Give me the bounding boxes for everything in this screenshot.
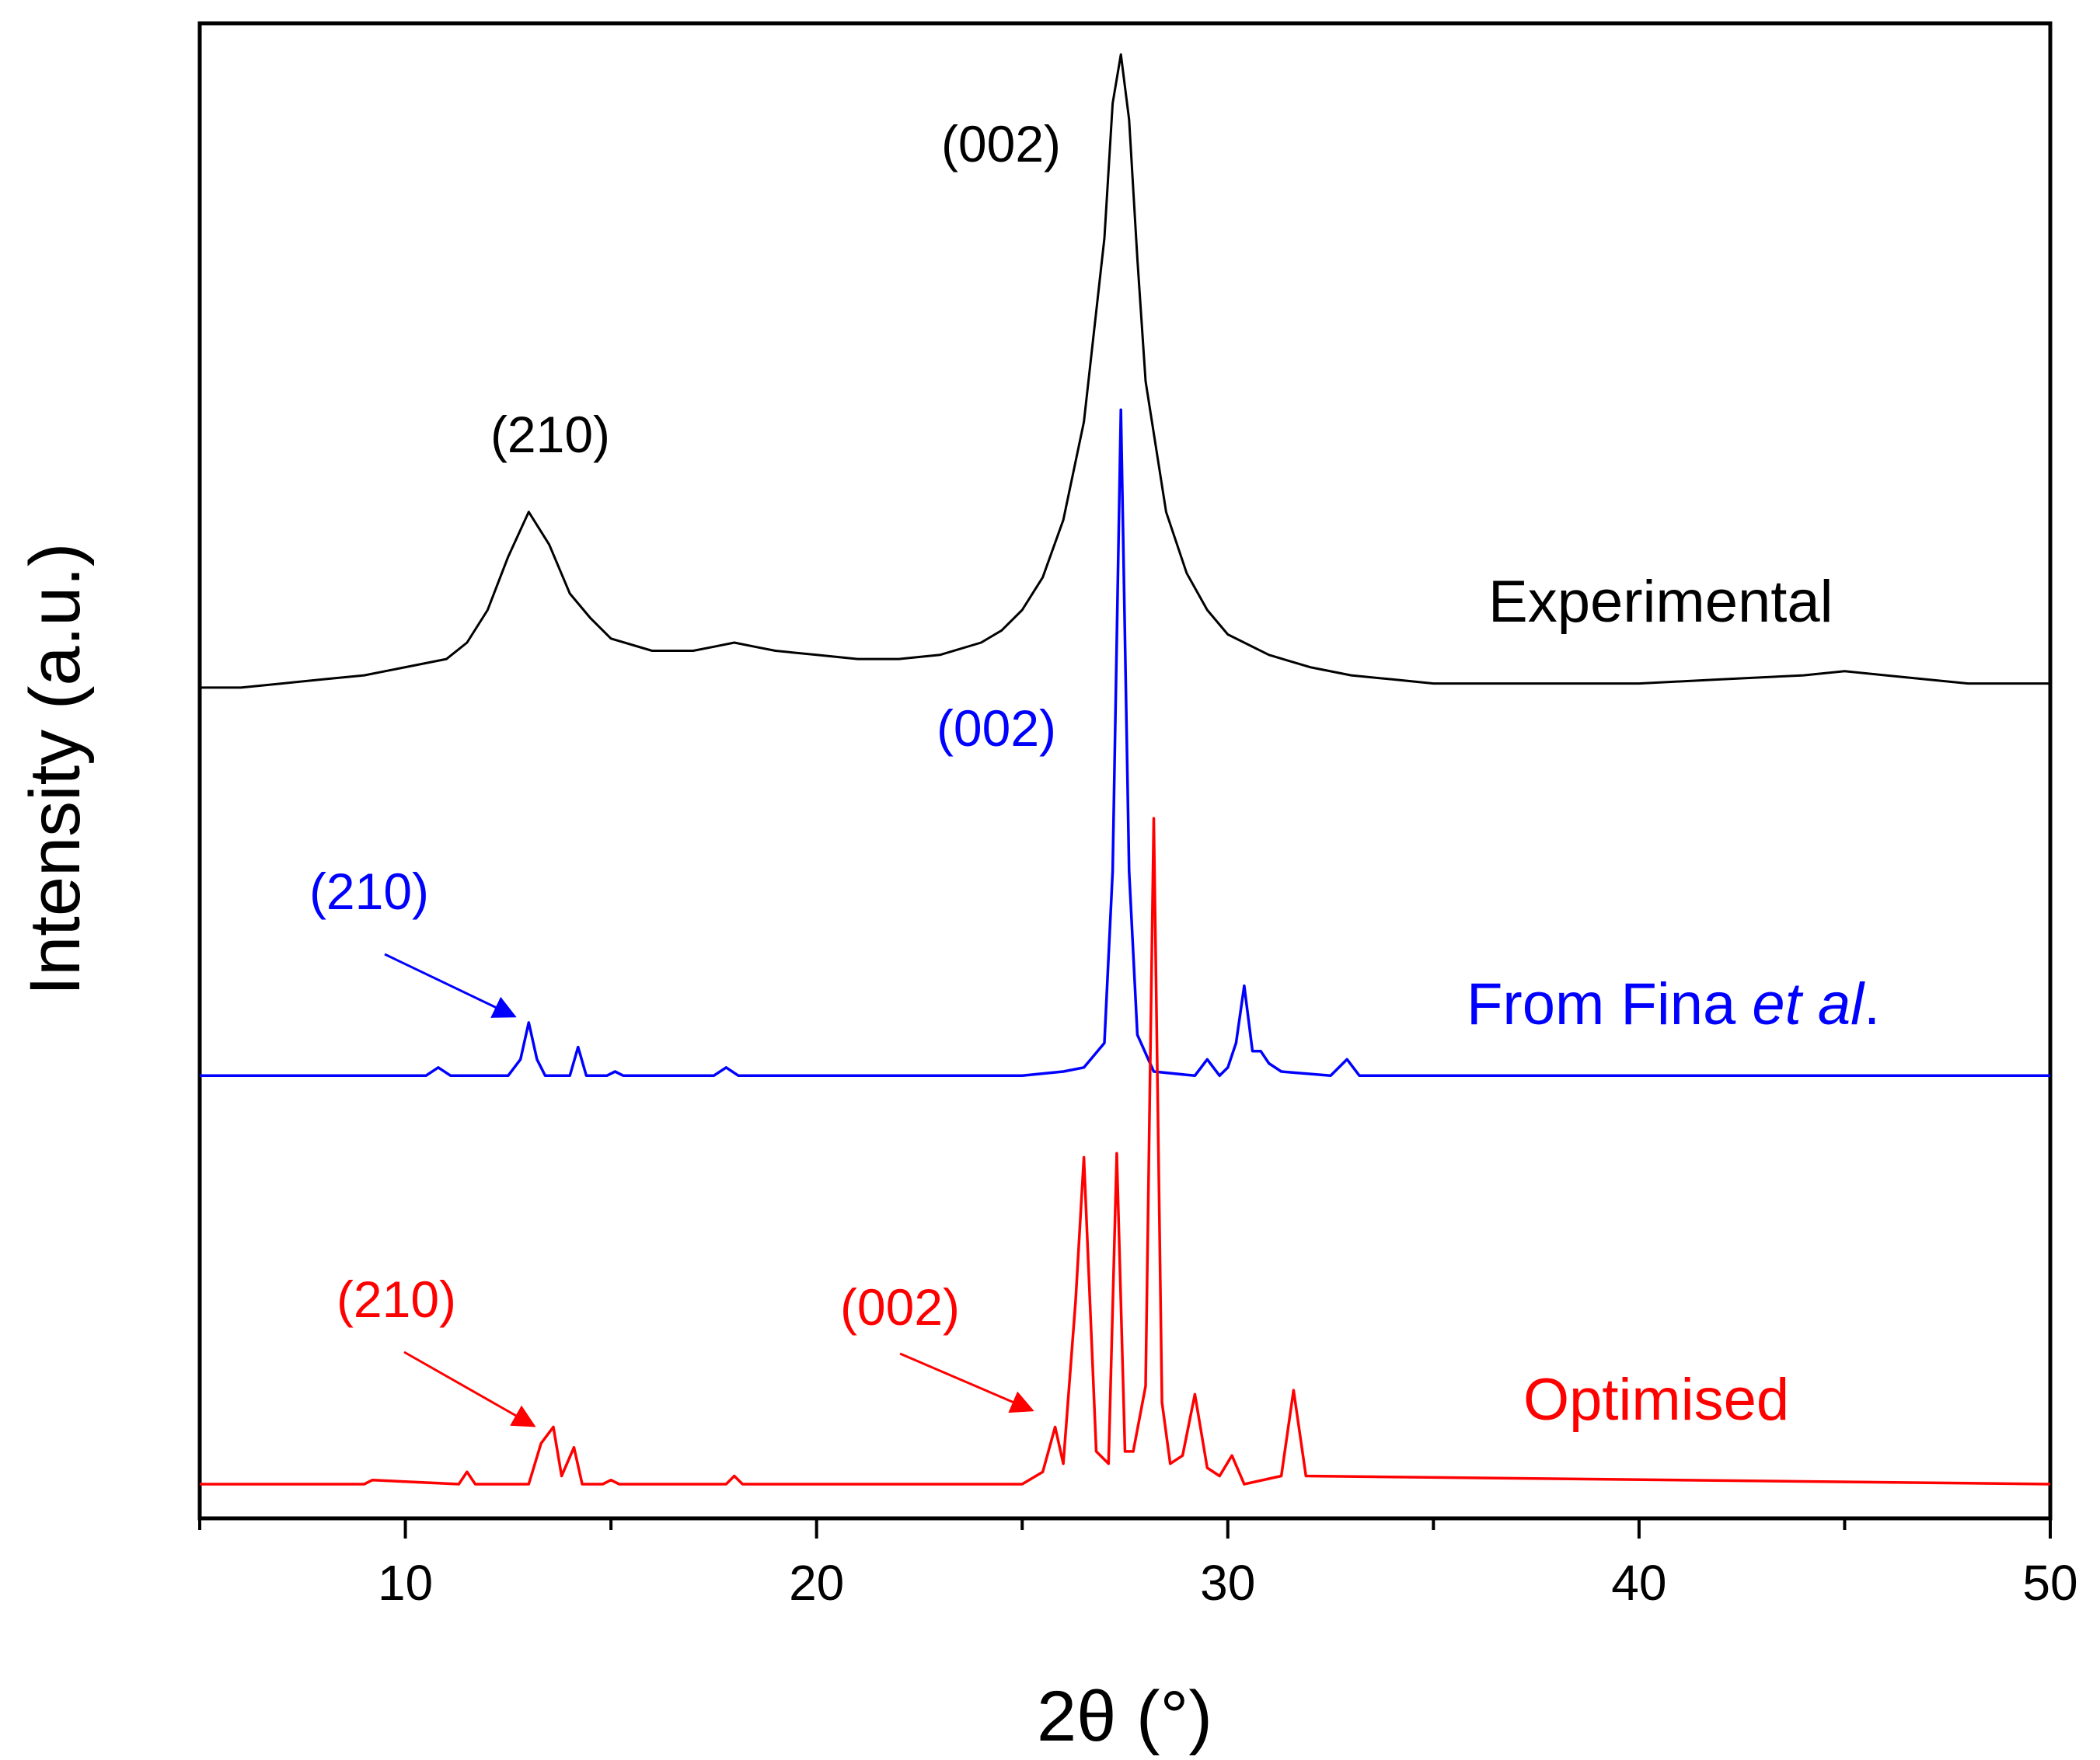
arrow-fina-210 [384, 953, 517, 1018]
annotation-opt-210: (210) [337, 1270, 456, 1328]
series-label-fina-italic: et al [1752, 971, 1865, 1037]
annotation-fina-002: (002) [937, 699, 1056, 757]
x-tick-label: 40 [1611, 1555, 1666, 1611]
x-axis-title: 2θ (°) [1037, 1677, 1212, 1756]
annotation-opt-002: (002) [840, 1278, 960, 1336]
series-label-optimised: Optimised [1523, 1367, 1789, 1433]
x-tick-label: 20 [789, 1555, 844, 1611]
y-axis-title: Intensity (a.u.) [16, 543, 95, 996]
x-tick-label: 50 [2022, 1555, 2077, 1611]
series-line-experimental [200, 53, 2050, 689]
series-line-fina [200, 408, 2050, 1078]
series-line-optimised [200, 817, 2051, 1486]
arrow-opt-002 [899, 1352, 1034, 1413]
series-label-fina: From Fina et al. [1467, 971, 1880, 1037]
series-label-fina-suffix: . [1864, 971, 1880, 1037]
annotation-exp-210: (210) [490, 406, 610, 463]
x-tick-label: 10 [378, 1555, 433, 1611]
arrow-opt-210 [403, 1350, 536, 1427]
series-label-fina-main: From Fina [1467, 971, 1752, 1037]
annotation-fina-210: (210) [309, 863, 429, 920]
x-tick-label: 30 [1200, 1555, 1255, 1611]
x-axis-ticks [198, 1518, 2052, 1539]
series-label-experimental: Experimental [1488, 569, 1833, 635]
plot-frame [197, 21, 2053, 1521]
annotation-exp-002: (002) [941, 115, 1061, 173]
